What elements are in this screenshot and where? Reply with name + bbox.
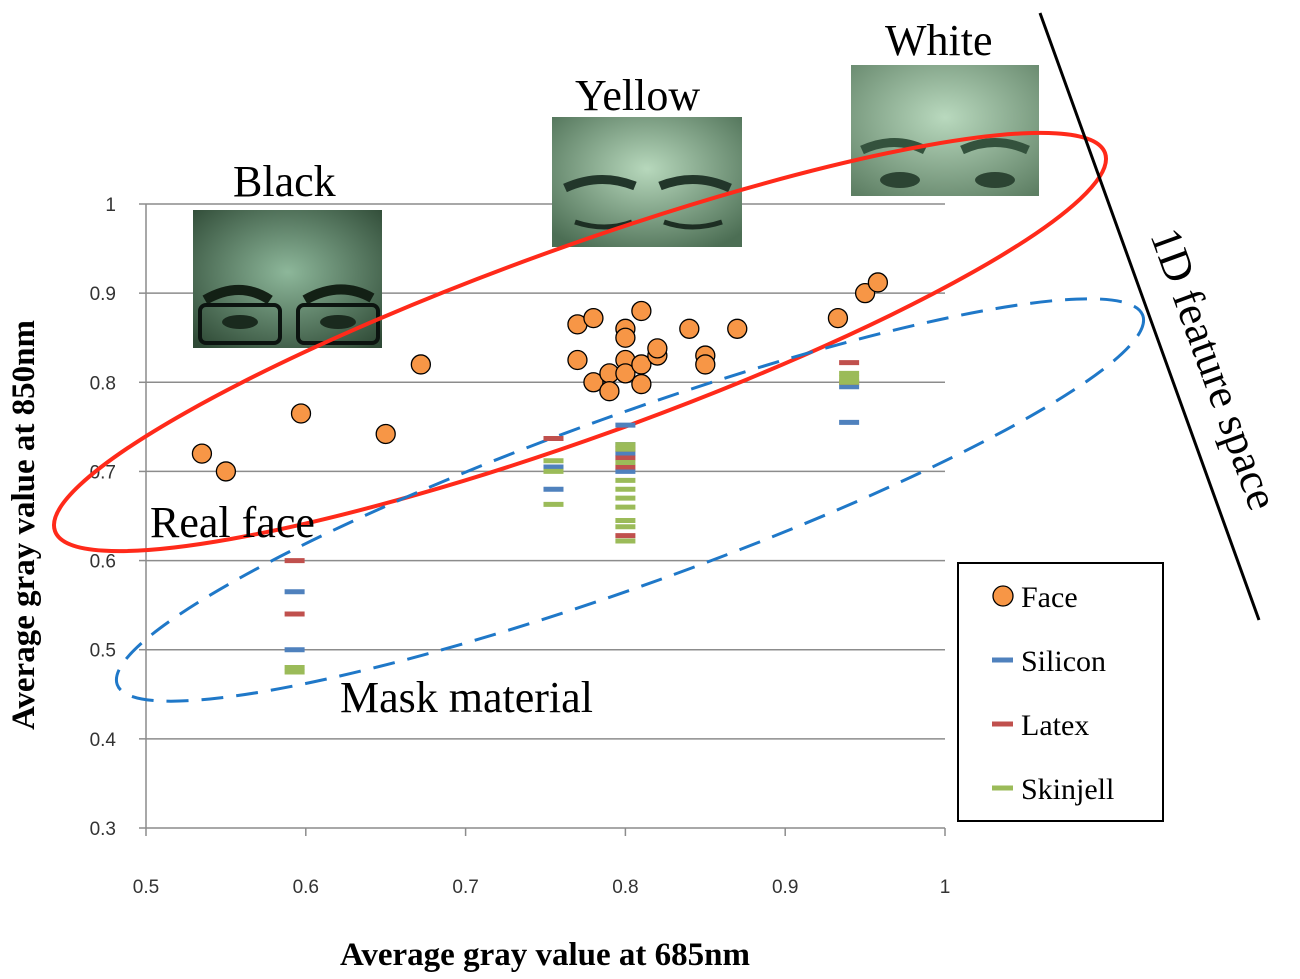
x-tick-label: 0.5	[133, 877, 159, 898]
annotation-black: Black	[233, 157, 336, 206]
face-point	[216, 462, 235, 481]
x-tick-label: 0.7	[452, 877, 478, 898]
x-tick-label: 1	[940, 877, 951, 898]
annotation-real-face: Real face	[150, 498, 315, 547]
face-image-yellow	[552, 117, 742, 247]
annotation-yellow: Yellow	[575, 71, 700, 120]
face-point	[292, 404, 311, 423]
face-point	[728, 319, 747, 338]
series-silicon	[285, 387, 860, 650]
y-tick-label: 0.5	[90, 641, 116, 662]
face-point	[680, 319, 699, 338]
annotation-feature-space: 1D feature space	[1141, 222, 1288, 517]
face-point	[632, 375, 651, 394]
annotation-white: White	[885, 16, 993, 65]
face-image-black	[193, 210, 382, 348]
face-point	[696, 355, 715, 374]
y-tick-label: 0.6	[90, 552, 116, 573]
face-point	[568, 351, 587, 370]
face-point	[411, 355, 430, 374]
y-tick-label: 0.3	[90, 819, 116, 840]
x-tick-label: 0.9	[772, 877, 798, 898]
feature-space-line	[1040, 13, 1259, 620]
legend-label: Latex	[1021, 709, 1089, 742]
y-tick-label: 0.4	[90, 730, 117, 751]
y-tick-label: 0.8	[90, 373, 116, 394]
legend-label: Skinjell	[1021, 773, 1114, 806]
face-point	[632, 301, 651, 320]
x-axis-ticks: 0.5 0.6 0.7 0.8 0.9 1	[133, 828, 951, 898]
legend-label: Face	[1021, 581, 1078, 614]
face-point	[600, 382, 619, 401]
series-latex	[285, 363, 860, 614]
face-image-white	[851, 65, 1039, 196]
x-axis-title: Average gray value at 685nm	[340, 937, 750, 973]
face-point	[828, 309, 847, 328]
face-point	[376, 424, 395, 443]
face-point	[868, 273, 887, 292]
legend-label: Silicon	[1021, 645, 1106, 678]
y-axis-ticks: 0.30.40.50.60.70.80.91	[90, 195, 146, 840]
y-axis-title: Average gray value at 850nm	[6, 320, 42, 730]
annotation-mask-material: Mask material	[340, 673, 593, 722]
face-point	[616, 328, 635, 347]
face-point	[584, 309, 603, 328]
legend: Face Silicon Latex Skinjell	[958, 563, 1163, 821]
x-tick-label: 0.6	[293, 877, 319, 898]
y-tick-label: 1	[105, 195, 116, 216]
series-skinjell	[285, 373, 860, 672]
face-point	[192, 444, 211, 463]
y-tick-label: 0.9	[90, 284, 116, 305]
legend-marker	[993, 586, 1013, 606]
face-point	[648, 339, 667, 358]
x-tick-label: 0.8	[612, 877, 638, 898]
